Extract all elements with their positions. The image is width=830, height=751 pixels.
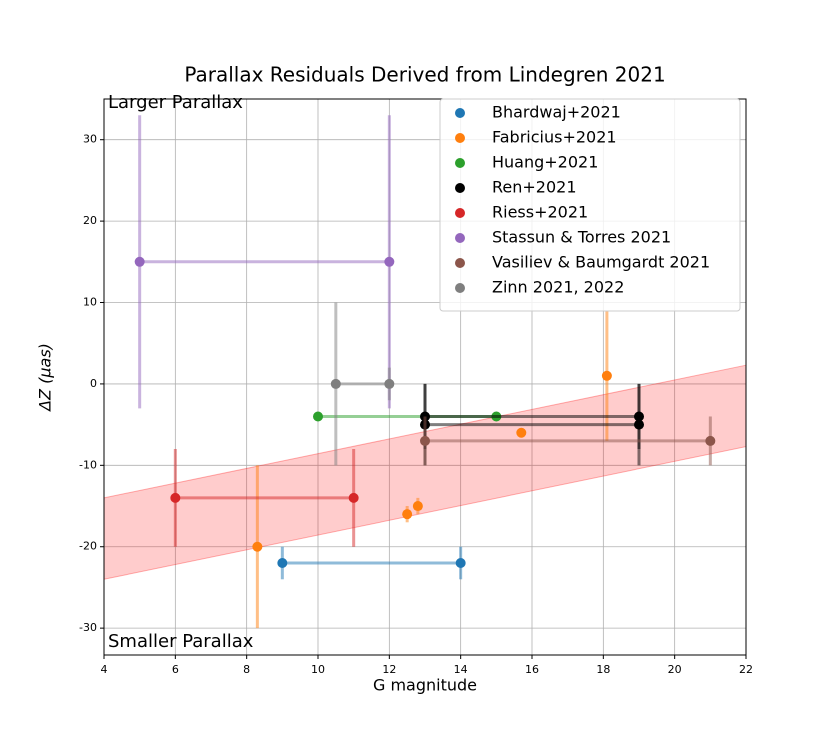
data-point	[420, 435, 430, 446]
data-point	[634, 419, 644, 430]
data-point	[412, 501, 423, 512]
data-point	[705, 435, 716, 446]
legend-label: Riess+2021	[492, 203, 588, 222]
legend-marker	[455, 208, 465, 218]
data-point	[330, 378, 341, 389]
x-axis-label: G magnitude	[373, 676, 477, 695]
x-tick-label: 18	[596, 663, 610, 676]
y-tick-label: 20	[83, 214, 97, 227]
x-tick-label: 14	[454, 663, 468, 676]
legend-label: Zinn 2021, 2022	[492, 278, 624, 297]
x-tick-label: 16	[525, 663, 539, 676]
x-tick-label: 6	[172, 663, 179, 676]
annotation: Larger Parallax	[108, 92, 243, 113]
legend-label: Fabricius+2021	[492, 128, 617, 147]
chart-title: Parallax Residuals Derived from Lindegre…	[184, 63, 665, 87]
data-point	[170, 492, 181, 503]
y-tick-label: -10	[79, 458, 97, 471]
x-tick-label: 12	[382, 663, 396, 676]
legend-label: Vasiliev & Baumgardt 2021	[492, 253, 710, 272]
legend-label: Ren+2021	[492, 178, 577, 197]
data-point	[455, 558, 466, 569]
annotation: Smaller Parallax	[108, 631, 254, 652]
legend-box	[439, 98, 741, 312]
data-point	[277, 558, 288, 569]
series-line	[425, 414, 639, 427]
legend-label: Huang+2021	[492, 153, 598, 172]
legend-marker	[455, 283, 465, 293]
legend-marker	[455, 158, 465, 168]
x-tick-label: 8	[243, 663, 250, 676]
data-point	[252, 541, 263, 552]
x-tick-label: 20	[668, 663, 682, 676]
legend-marker	[455, 258, 465, 268]
legend-marker	[455, 108, 465, 118]
data-point	[516, 427, 527, 438]
data-point	[348, 492, 359, 503]
x-tick-label: 10	[311, 663, 325, 676]
data-point	[134, 256, 145, 267]
legend-label: Bhardwaj+2021	[492, 103, 621, 122]
data-point	[384, 378, 395, 389]
legend-marker	[455, 133, 465, 143]
y-tick-label: 0	[90, 377, 97, 390]
legend-label: Stassun & Torres 2021	[492, 228, 671, 247]
y-tick-label: 30	[83, 133, 97, 146]
legend-marker	[455, 183, 465, 193]
data-point	[601, 370, 612, 381]
plot-frame	[103, 98, 747, 656]
y-tick-label: -20	[79, 540, 97, 553]
data-point	[313, 411, 323, 422]
data-point	[402, 509, 413, 520]
x-tick-label: 22	[739, 663, 753, 676]
y-tick-label: -30	[79, 621, 97, 634]
y-axis-label: ΔZ (μas)	[36, 343, 55, 413]
y-tick-label: 10	[83, 296, 97, 309]
legend-marker	[455, 233, 465, 243]
x-tick-label: 4	[101, 663, 108, 676]
data-point	[384, 256, 395, 267]
data-point	[634, 411, 644, 422]
